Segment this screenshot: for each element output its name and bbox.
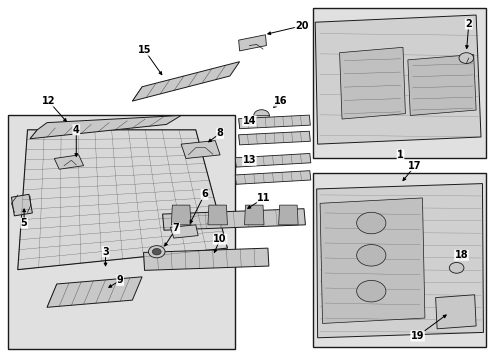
- Text: 5: 5: [20, 218, 27, 228]
- Polygon shape: [238, 115, 310, 129]
- Circle shape: [448, 262, 463, 273]
- Polygon shape: [170, 225, 198, 238]
- Text: 20: 20: [295, 21, 308, 31]
- Polygon shape: [54, 155, 83, 169]
- Polygon shape: [316, 184, 483, 338]
- Polygon shape: [171, 205, 190, 225]
- Polygon shape: [143, 248, 268, 270]
- Polygon shape: [207, 205, 227, 225]
- Circle shape: [458, 53, 473, 63]
- Text: 19: 19: [410, 331, 424, 341]
- Polygon shape: [162, 209, 305, 230]
- Circle shape: [356, 244, 385, 266]
- Text: 16: 16: [273, 96, 287, 106]
- Polygon shape: [47, 277, 142, 307]
- Circle shape: [356, 212, 385, 234]
- Text: 2: 2: [465, 19, 471, 29]
- Circle shape: [253, 110, 269, 121]
- Polygon shape: [339, 47, 405, 119]
- Text: 11: 11: [257, 193, 270, 203]
- Polygon shape: [278, 205, 298, 225]
- Text: 4: 4: [73, 125, 80, 135]
- Polygon shape: [30, 116, 181, 139]
- Text: 1: 1: [396, 150, 403, 160]
- Bar: [312, 173, 485, 347]
- Text: 3: 3: [102, 247, 109, 257]
- Polygon shape: [238, 35, 266, 51]
- Polygon shape: [238, 131, 310, 145]
- Text: 14: 14: [242, 116, 256, 126]
- Text: 12: 12: [41, 96, 55, 106]
- Polygon shape: [320, 198, 424, 323]
- Text: 9: 9: [117, 275, 123, 285]
- Circle shape: [148, 246, 164, 258]
- Bar: [312, 8, 485, 158]
- Text: 6: 6: [201, 189, 207, 199]
- Polygon shape: [235, 153, 310, 167]
- Polygon shape: [315, 15, 480, 144]
- Text: 7: 7: [172, 224, 179, 233]
- Polygon shape: [132, 62, 239, 101]
- Polygon shape: [181, 140, 220, 158]
- Text: 17: 17: [407, 161, 421, 171]
- Text: 13: 13: [242, 155, 256, 165]
- Text: 18: 18: [454, 250, 468, 260]
- Polygon shape: [407, 54, 475, 116]
- Polygon shape: [11, 194, 32, 216]
- Circle shape: [356, 280, 385, 302]
- Polygon shape: [235, 171, 310, 184]
- Polygon shape: [435, 295, 475, 329]
- Circle shape: [152, 248, 161, 255]
- Polygon shape: [244, 205, 264, 225]
- Text: 10: 10: [213, 234, 226, 244]
- Text: 15: 15: [138, 45, 151, 55]
- Polygon shape: [18, 130, 227, 270]
- Text: 8: 8: [216, 129, 223, 138]
- Bar: [8, 116, 234, 348]
